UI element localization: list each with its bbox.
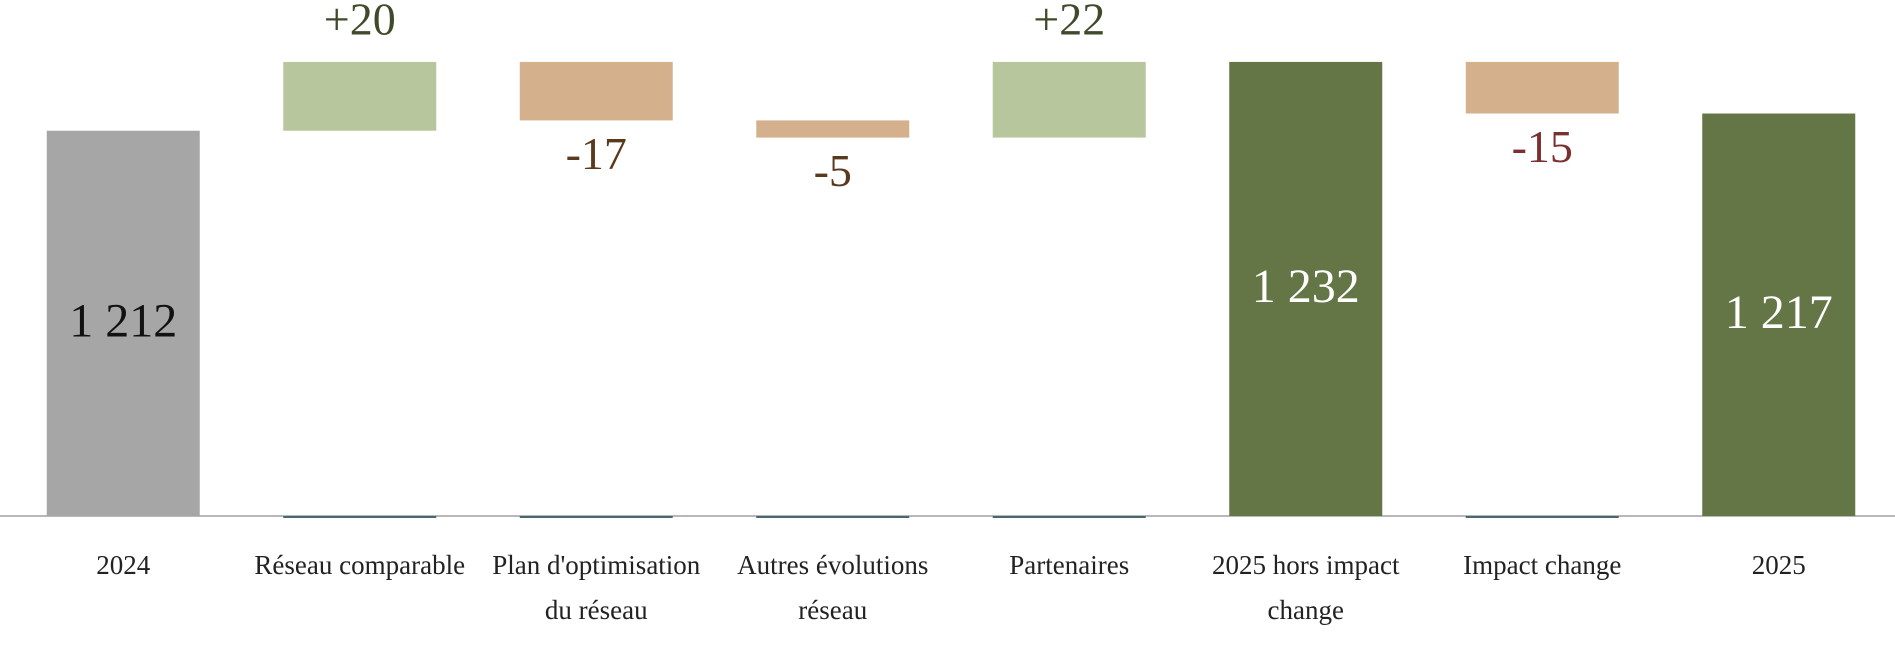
x-tick-label: Partenaires xyxy=(1009,550,1130,580)
value-label: 1 232 xyxy=(1252,260,1360,313)
delta-bar xyxy=(756,120,910,138)
delta-bar xyxy=(992,61,1146,138)
value-label: -15 xyxy=(1512,121,1573,172)
total-bar xyxy=(1702,113,1856,517)
x-tick-label: Réseau comparable xyxy=(254,550,466,580)
delta-bar xyxy=(519,61,673,121)
value-label: 1 217 xyxy=(1725,286,1833,339)
total-bar xyxy=(1229,61,1383,517)
value-label: +20 xyxy=(324,0,396,44)
x-tick-label: 2025 xyxy=(1751,550,1806,580)
x-tick-label: Autres évolutions réseau xyxy=(737,550,929,625)
delta-bar xyxy=(1465,61,1619,114)
x-tick-label: Impact change xyxy=(1463,550,1622,580)
value-label: -5 xyxy=(814,145,852,196)
value-label: -17 xyxy=(566,128,627,179)
x-tick-label: 2025 hors impact change xyxy=(1212,550,1400,625)
delta-bar xyxy=(283,61,437,131)
x-tick-label: Plan d'optimisation du réseau xyxy=(492,550,701,625)
x-tick-label: 2024 xyxy=(96,550,151,580)
total-bar xyxy=(46,130,200,516)
value-label: 1 212 xyxy=(69,294,177,347)
value-label: +22 xyxy=(1033,0,1105,44)
